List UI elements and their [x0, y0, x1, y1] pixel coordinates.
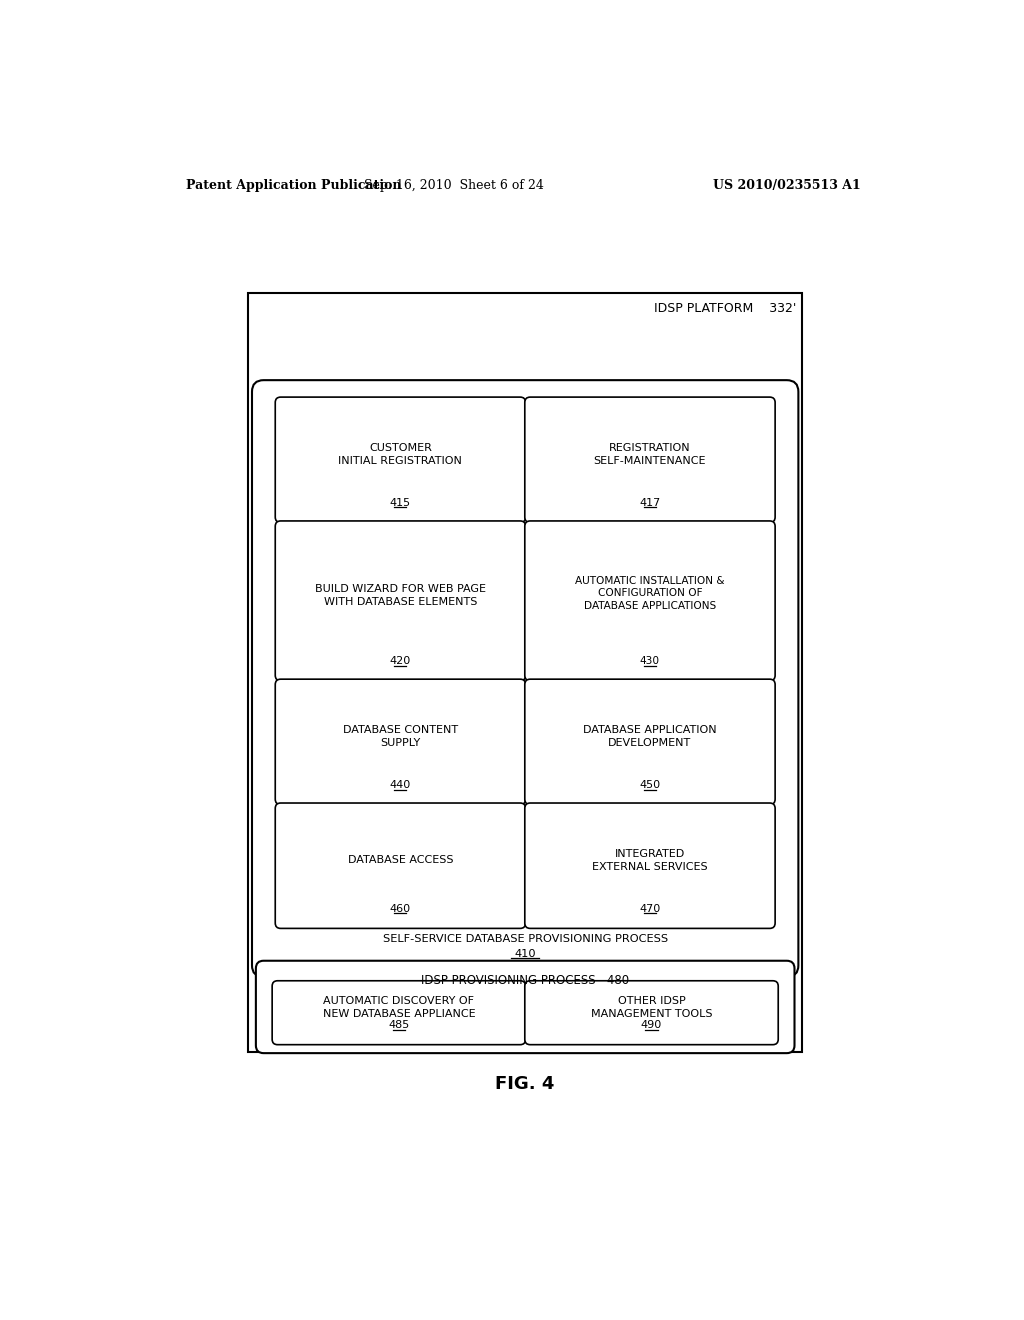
Text: DATABASE ACCESS: DATABASE ACCESS — [348, 855, 454, 866]
Text: Sep. 16, 2010  Sheet 6 of 24: Sep. 16, 2010 Sheet 6 of 24 — [364, 178, 544, 191]
FancyBboxPatch shape — [275, 680, 525, 805]
Text: 440: 440 — [390, 780, 411, 791]
Text: Patent Application Publication: Patent Application Publication — [186, 178, 401, 191]
FancyBboxPatch shape — [275, 521, 525, 681]
Text: BUILD WIZARD FOR WEB PAGE
WITH DATABASE ELEMENTS: BUILD WIZARD FOR WEB PAGE WITH DATABASE … — [315, 585, 486, 607]
Text: IDSP PROVISIONING PROCESS   480: IDSP PROVISIONING PROCESS 480 — [421, 974, 630, 987]
Text: DATABASE APPLICATION
DEVELOPMENT: DATABASE APPLICATION DEVELOPMENT — [583, 725, 717, 747]
FancyBboxPatch shape — [524, 521, 775, 681]
Text: 460: 460 — [390, 904, 411, 915]
FancyBboxPatch shape — [524, 803, 775, 928]
Text: US 2010/0235513 A1: US 2010/0235513 A1 — [713, 178, 860, 191]
Text: 470: 470 — [639, 904, 660, 915]
Text: AUTOMATIC INSTALLATION &
CONFIGURATION OF
DATABASE APPLICATIONS: AUTOMATIC INSTALLATION & CONFIGURATION O… — [575, 576, 725, 611]
FancyBboxPatch shape — [272, 981, 525, 1044]
FancyBboxPatch shape — [256, 961, 795, 1053]
Text: 450: 450 — [639, 780, 660, 791]
FancyBboxPatch shape — [524, 680, 775, 805]
Text: 410: 410 — [514, 949, 536, 958]
Text: AUTOMATIC DISCOVERY OF
NEW DATABASE APPLIANCE: AUTOMATIC DISCOVERY OF NEW DATABASE APPL… — [323, 997, 475, 1019]
Text: 415: 415 — [390, 498, 411, 508]
FancyBboxPatch shape — [252, 380, 799, 977]
Text: OTHER IDSP
MANAGEMENT TOOLS: OTHER IDSP MANAGEMENT TOOLS — [591, 997, 713, 1019]
FancyBboxPatch shape — [275, 803, 525, 928]
FancyBboxPatch shape — [524, 981, 778, 1044]
Text: SELF-SERVICE DATABASE PROVISIONING PROCESS: SELF-SERVICE DATABASE PROVISIONING PROCE… — [383, 935, 668, 944]
Text: REGISTRATION
SELF-MAINTENANCE: REGISTRATION SELF-MAINTENANCE — [594, 444, 707, 466]
Text: INTEGRATED
EXTERNAL SERVICES: INTEGRATED EXTERNAL SERVICES — [592, 849, 708, 871]
FancyBboxPatch shape — [248, 293, 802, 1052]
FancyBboxPatch shape — [275, 397, 525, 523]
Text: CUSTOMER
INITIAL REGISTRATION: CUSTOMER INITIAL REGISTRATION — [339, 444, 463, 466]
Text: DATABASE CONTENT
SUPPLY: DATABASE CONTENT SUPPLY — [343, 725, 458, 747]
Text: 430: 430 — [640, 656, 660, 667]
Text: 490: 490 — [641, 1020, 663, 1031]
Text: 485: 485 — [388, 1020, 410, 1031]
Text: 417: 417 — [639, 498, 660, 508]
Text: 420: 420 — [390, 656, 411, 667]
Text: IDSP PLATFORM    332': IDSP PLATFORM 332' — [653, 302, 796, 315]
FancyBboxPatch shape — [524, 397, 775, 523]
Text: FIG. 4: FIG. 4 — [496, 1074, 554, 1093]
